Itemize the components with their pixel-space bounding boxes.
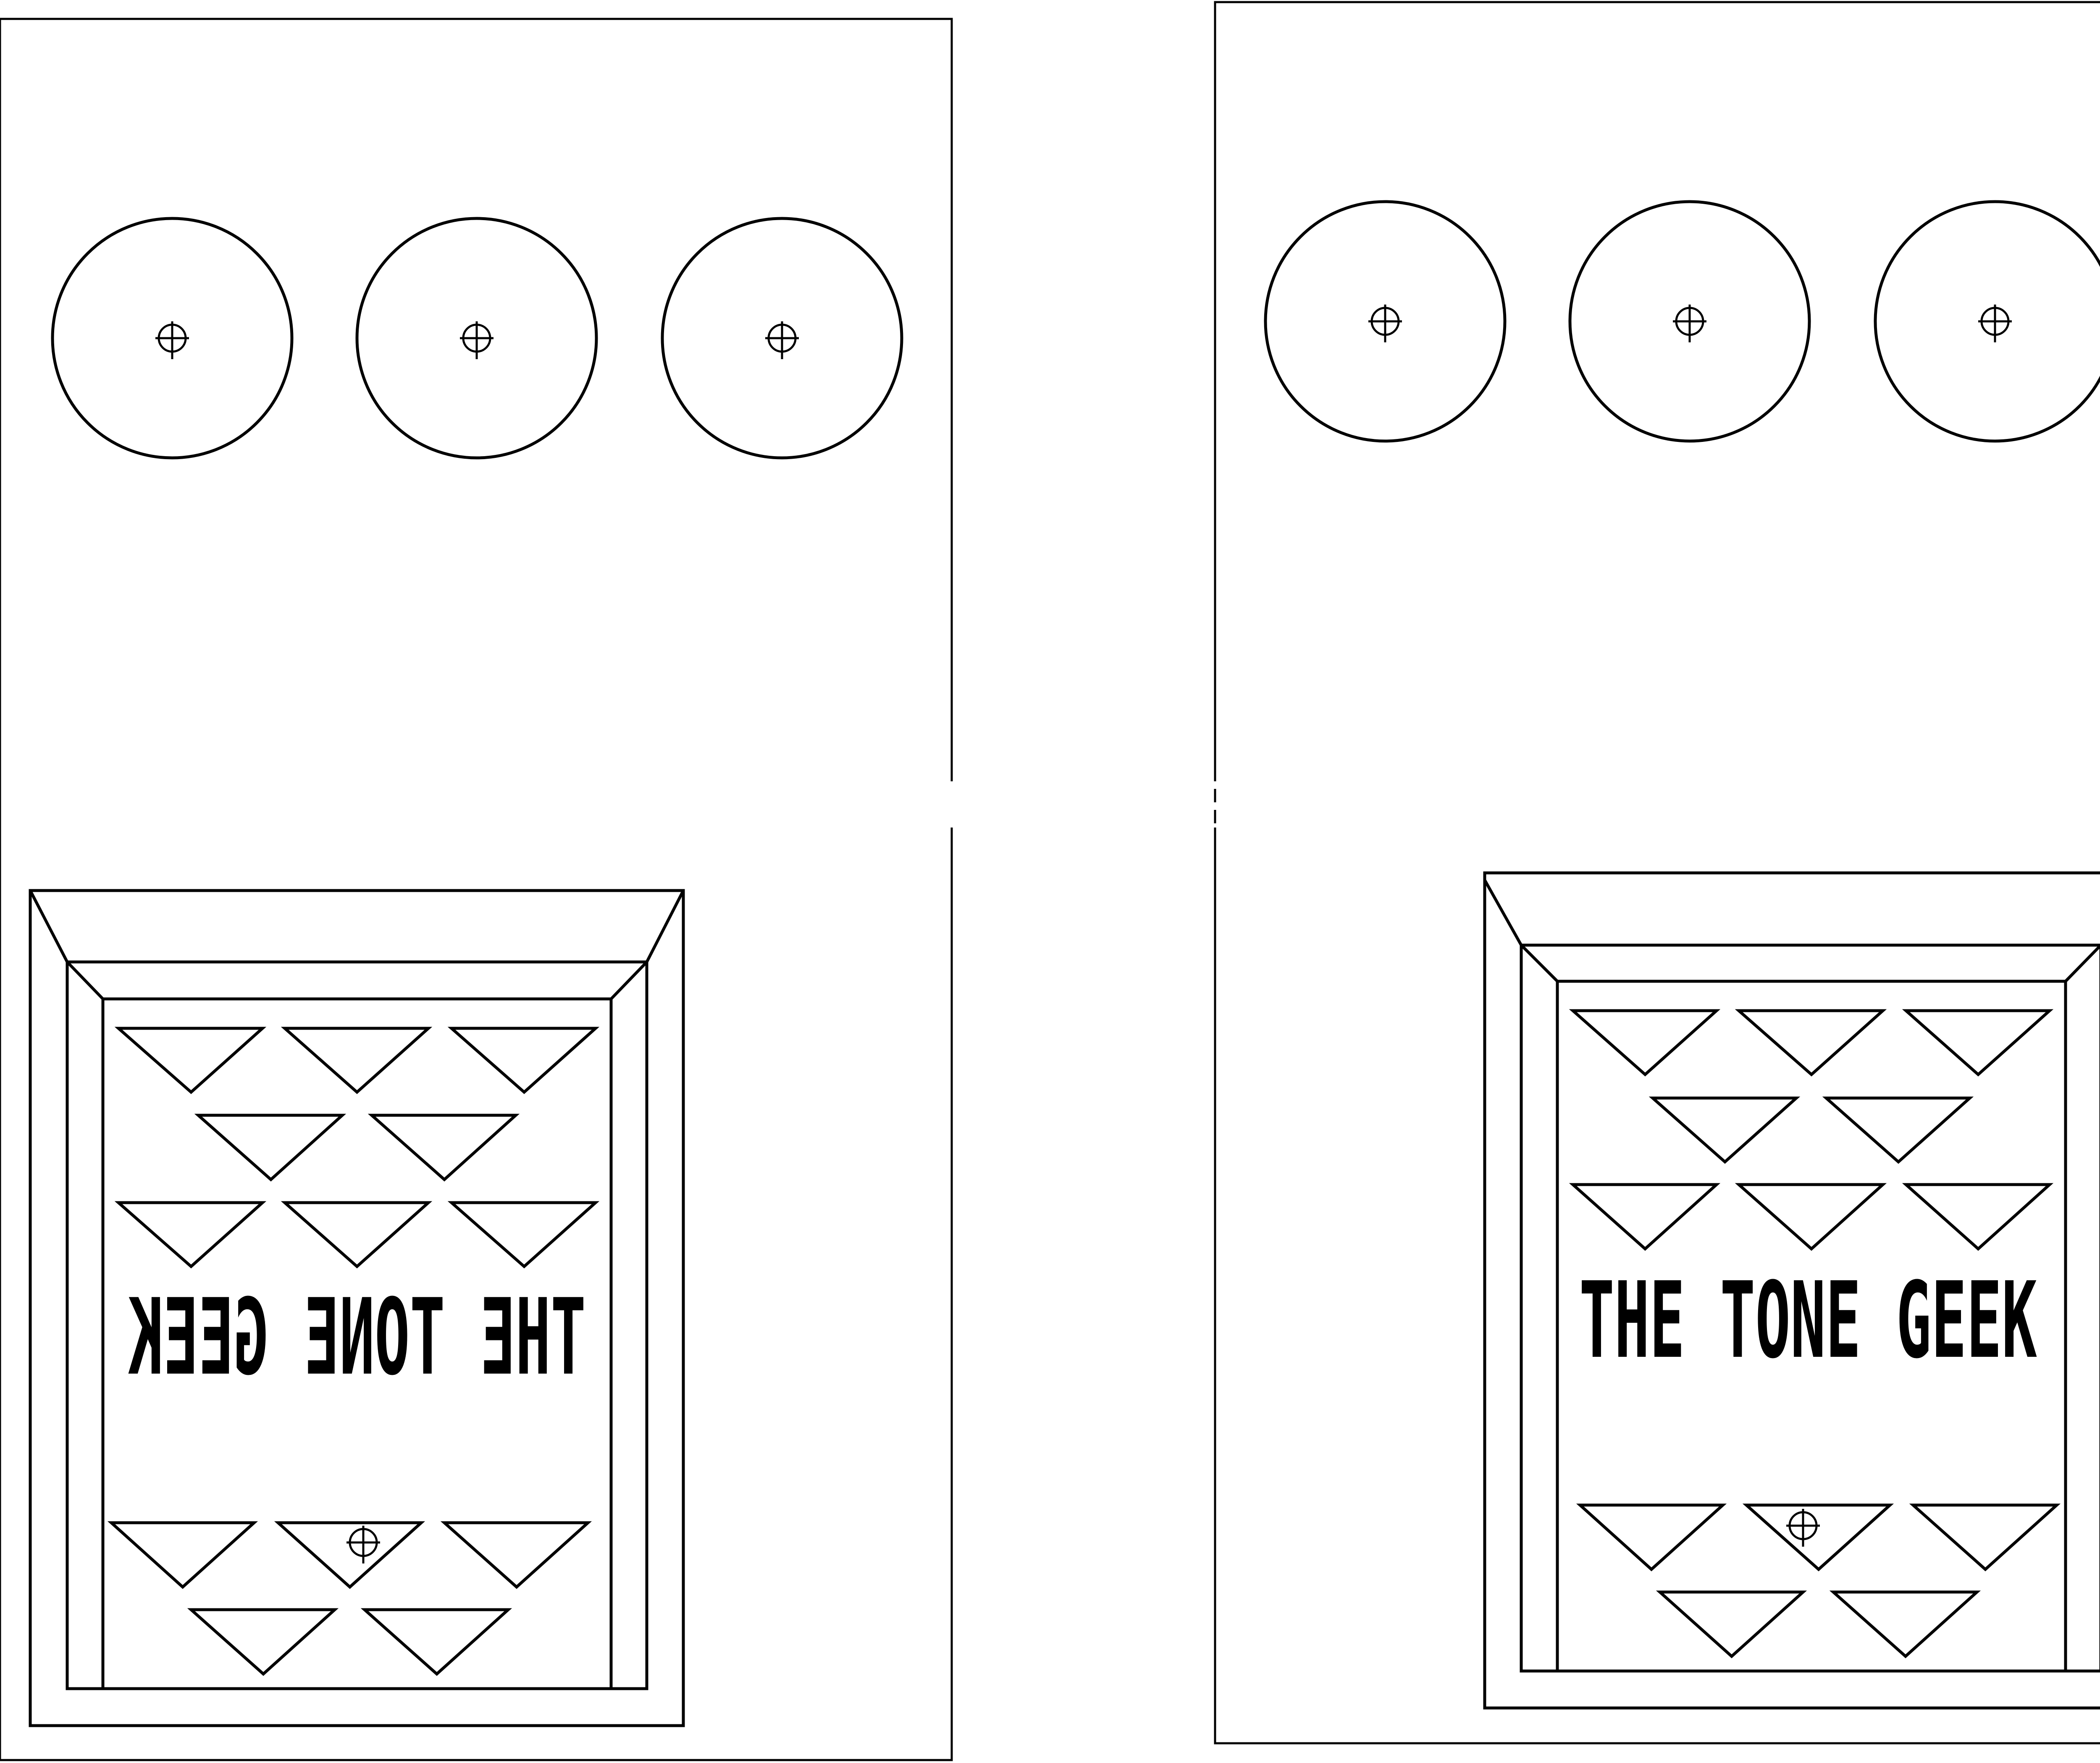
right-logo-text: THE TONE GEEK — [1579, 1259, 2037, 1382]
left-knob-1 — [51, 217, 294, 460]
left-knob-3 — [661, 217, 903, 460]
left-panel-outline — [0, 18, 953, 1761]
left-panel: THE TONE GEEK — [0, 18, 953, 1761]
right-panel: THE TONE GEEK — [1214, 1, 2100, 1745]
right-knobs — [1264, 200, 2100, 443]
right-triangles-bottom — [1576, 1503, 2061, 1658]
right-led-mark — [1786, 1509, 1820, 1547]
left-knobs — [51, 217, 903, 460]
left-knob-2 — [355, 217, 598, 460]
right-triangles-top — [1569, 1009, 2054, 1251]
right-knob-2 — [1568, 200, 1811, 443]
left-triangles-bottom — [107, 1521, 592, 1676]
right-knob-1 — [1264, 200, 1507, 443]
left-triangles-top — [114, 1027, 600, 1269]
left-logo-text: THE TONE GEEK — [128, 1276, 586, 1398]
right-panel-outline — [1214, 1, 2100, 1745]
right-logo-frame — [1483, 871, 2100, 1710]
right-knob-3 — [1874, 200, 2100, 443]
left-logo-frame — [29, 889, 685, 1727]
left-led-mark — [346, 1526, 380, 1563]
